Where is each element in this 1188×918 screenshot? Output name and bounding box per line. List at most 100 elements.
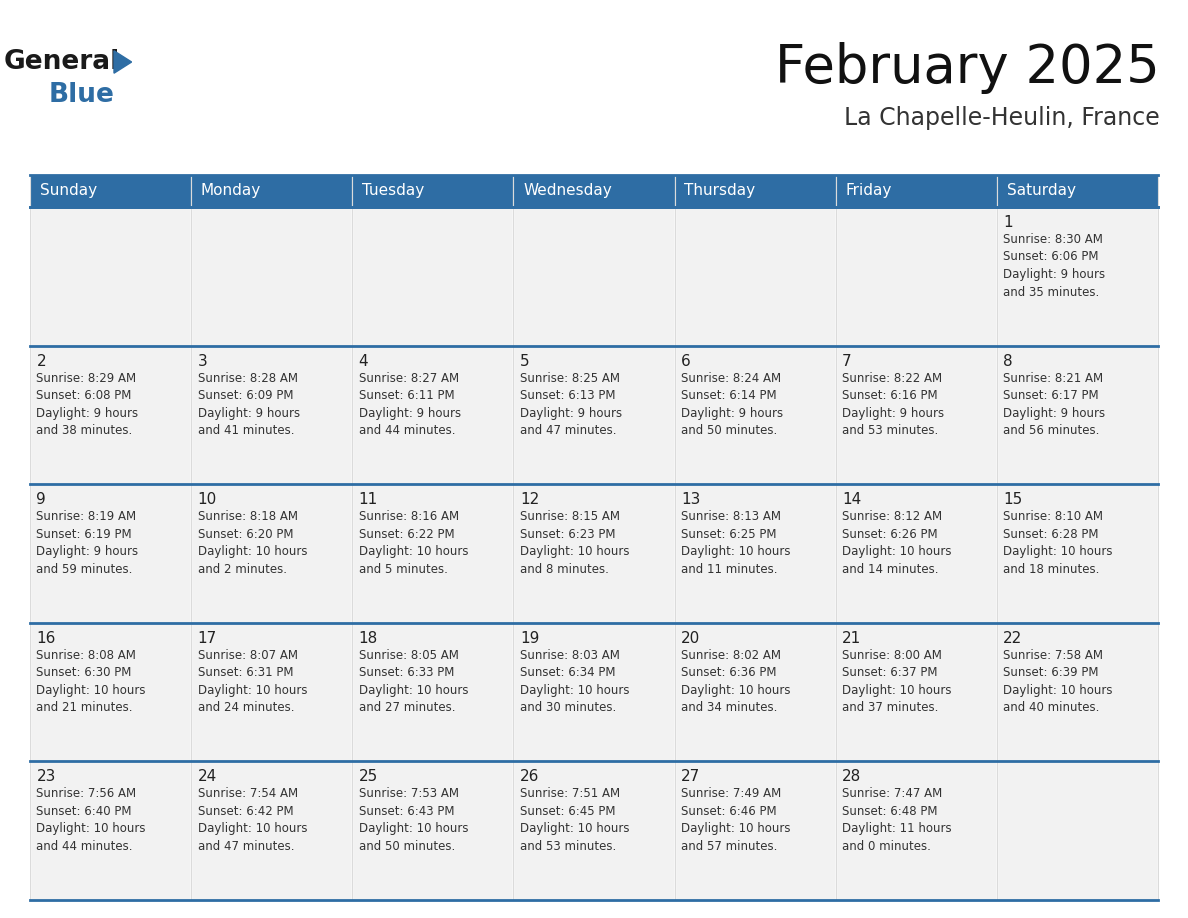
Text: Sunrise: 8:22 AM
Sunset: 6:16 PM
Daylight: 9 hours
and 53 minutes.: Sunrise: 8:22 AM Sunset: 6:16 PM Dayligh…: [842, 372, 944, 437]
Text: Tuesday: Tuesday: [362, 184, 424, 198]
Bar: [513, 207, 675, 345]
Text: Sunrise: 7:51 AM
Sunset: 6:45 PM
Daylight: 10 hours
and 53 minutes.: Sunrise: 7:51 AM Sunset: 6:45 PM Dayligh…: [520, 788, 630, 853]
Text: Sunrise: 8:19 AM
Sunset: 6:19 PM
Daylight: 9 hours
and 59 minutes.: Sunrise: 8:19 AM Sunset: 6:19 PM Dayligh…: [37, 510, 139, 576]
Text: 3: 3: [197, 353, 208, 369]
Text: 13: 13: [681, 492, 701, 508]
Text: Wednesday: Wednesday: [523, 184, 612, 198]
Bar: [30, 484, 191, 622]
Bar: [30, 345, 191, 484]
Text: 15: 15: [1004, 492, 1023, 508]
Text: Sunrise: 8:07 AM
Sunset: 6:31 PM
Daylight: 10 hours
and 24 minutes.: Sunrise: 8:07 AM Sunset: 6:31 PM Dayligh…: [197, 649, 307, 714]
Text: 25: 25: [359, 769, 378, 784]
Bar: [997, 175, 1158, 207]
Bar: [30, 175, 191, 207]
Text: Sunrise: 8:27 AM
Sunset: 6:11 PM
Daylight: 9 hours
and 44 minutes.: Sunrise: 8:27 AM Sunset: 6:11 PM Dayligh…: [359, 372, 461, 437]
Text: Sunrise: 7:47 AM
Sunset: 6:48 PM
Daylight: 11 hours
and 0 minutes.: Sunrise: 7:47 AM Sunset: 6:48 PM Dayligh…: [842, 788, 952, 853]
Text: 28: 28: [842, 769, 861, 784]
Bar: [191, 484, 353, 622]
Text: 26: 26: [520, 769, 539, 784]
Bar: [997, 345, 1158, 484]
Text: Sunrise: 8:00 AM
Sunset: 6:37 PM
Daylight: 10 hours
and 37 minutes.: Sunrise: 8:00 AM Sunset: 6:37 PM Dayligh…: [842, 649, 952, 714]
Text: 2: 2: [37, 353, 46, 369]
Text: 22: 22: [1004, 631, 1023, 645]
Text: 21: 21: [842, 631, 861, 645]
Bar: [835, 345, 997, 484]
Text: Sunrise: 8:02 AM
Sunset: 6:36 PM
Daylight: 10 hours
and 34 minutes.: Sunrise: 8:02 AM Sunset: 6:36 PM Dayligh…: [681, 649, 790, 714]
Bar: [835, 207, 997, 345]
Text: Sunrise: 8:13 AM
Sunset: 6:25 PM
Daylight: 10 hours
and 11 minutes.: Sunrise: 8:13 AM Sunset: 6:25 PM Dayligh…: [681, 510, 790, 576]
Text: 14: 14: [842, 492, 861, 508]
Text: Sunrise: 7:49 AM
Sunset: 6:46 PM
Daylight: 10 hours
and 57 minutes.: Sunrise: 7:49 AM Sunset: 6:46 PM Dayligh…: [681, 788, 790, 853]
Bar: [30, 622, 191, 761]
Text: Sunrise: 8:15 AM
Sunset: 6:23 PM
Daylight: 10 hours
and 8 minutes.: Sunrise: 8:15 AM Sunset: 6:23 PM Dayligh…: [520, 510, 630, 576]
Bar: [835, 761, 997, 900]
Text: Sunrise: 8:16 AM
Sunset: 6:22 PM
Daylight: 10 hours
and 5 minutes.: Sunrise: 8:16 AM Sunset: 6:22 PM Dayligh…: [359, 510, 468, 576]
Text: Sunrise: 7:54 AM
Sunset: 6:42 PM
Daylight: 10 hours
and 47 minutes.: Sunrise: 7:54 AM Sunset: 6:42 PM Dayligh…: [197, 788, 307, 853]
Bar: [30, 207, 191, 345]
Text: Monday: Monday: [201, 184, 261, 198]
Bar: [513, 761, 675, 900]
Text: General: General: [4, 49, 120, 75]
Text: Sunrise: 8:12 AM
Sunset: 6:26 PM
Daylight: 10 hours
and 14 minutes.: Sunrise: 8:12 AM Sunset: 6:26 PM Dayligh…: [842, 510, 952, 576]
Text: Sunrise: 8:18 AM
Sunset: 6:20 PM
Daylight: 10 hours
and 2 minutes.: Sunrise: 8:18 AM Sunset: 6:20 PM Dayligh…: [197, 510, 307, 576]
Bar: [353, 622, 513, 761]
Bar: [835, 484, 997, 622]
Text: Saturday: Saturday: [1006, 184, 1075, 198]
Bar: [353, 345, 513, 484]
Bar: [191, 622, 353, 761]
Text: 16: 16: [37, 631, 56, 645]
Bar: [675, 484, 835, 622]
Text: 18: 18: [359, 631, 378, 645]
Text: 17: 17: [197, 631, 217, 645]
Bar: [675, 175, 835, 207]
Text: Sunrise: 8:30 AM
Sunset: 6:06 PM
Daylight: 9 hours
and 35 minutes.: Sunrise: 8:30 AM Sunset: 6:06 PM Dayligh…: [1004, 233, 1105, 298]
Bar: [191, 761, 353, 900]
Text: Sunday: Sunday: [39, 184, 96, 198]
Bar: [353, 207, 513, 345]
Text: Thursday: Thursday: [684, 184, 756, 198]
Bar: [997, 484, 1158, 622]
Bar: [835, 175, 997, 207]
Text: Sunrise: 8:29 AM
Sunset: 6:08 PM
Daylight: 9 hours
and 38 minutes.: Sunrise: 8:29 AM Sunset: 6:08 PM Dayligh…: [37, 372, 139, 437]
Text: 20: 20: [681, 631, 700, 645]
Bar: [513, 484, 675, 622]
Text: Blue: Blue: [49, 82, 115, 108]
Text: 1: 1: [1004, 215, 1013, 230]
Bar: [353, 175, 513, 207]
Text: 5: 5: [520, 353, 530, 369]
Text: 12: 12: [520, 492, 539, 508]
Text: 23: 23: [37, 769, 56, 784]
Text: 6: 6: [681, 353, 690, 369]
Bar: [835, 622, 997, 761]
Text: 9: 9: [37, 492, 46, 508]
Bar: [30, 761, 191, 900]
Text: 24: 24: [197, 769, 217, 784]
Text: 10: 10: [197, 492, 217, 508]
Text: 27: 27: [681, 769, 700, 784]
Bar: [353, 761, 513, 900]
Text: Sunrise: 8:24 AM
Sunset: 6:14 PM
Daylight: 9 hours
and 50 minutes.: Sunrise: 8:24 AM Sunset: 6:14 PM Dayligh…: [681, 372, 783, 437]
Text: Sunrise: 8:08 AM
Sunset: 6:30 PM
Daylight: 10 hours
and 21 minutes.: Sunrise: 8:08 AM Sunset: 6:30 PM Dayligh…: [37, 649, 146, 714]
Text: 7: 7: [842, 353, 852, 369]
Bar: [675, 207, 835, 345]
Bar: [513, 345, 675, 484]
Bar: [997, 622, 1158, 761]
Bar: [675, 761, 835, 900]
Bar: [191, 207, 353, 345]
Bar: [353, 484, 513, 622]
Text: February 2025: February 2025: [776, 42, 1159, 94]
Text: 11: 11: [359, 492, 378, 508]
Bar: [675, 622, 835, 761]
Text: Sunrise: 8:03 AM
Sunset: 6:34 PM
Daylight: 10 hours
and 30 minutes.: Sunrise: 8:03 AM Sunset: 6:34 PM Dayligh…: [520, 649, 630, 714]
Text: 19: 19: [520, 631, 539, 645]
Text: La Chapelle-Heulin, France: La Chapelle-Heulin, France: [845, 106, 1159, 130]
Text: 4: 4: [359, 353, 368, 369]
Text: 8: 8: [1004, 353, 1013, 369]
Text: Sunrise: 8:28 AM
Sunset: 6:09 PM
Daylight: 9 hours
and 41 minutes.: Sunrise: 8:28 AM Sunset: 6:09 PM Dayligh…: [197, 372, 299, 437]
Bar: [513, 622, 675, 761]
Text: Sunrise: 7:56 AM
Sunset: 6:40 PM
Daylight: 10 hours
and 44 minutes.: Sunrise: 7:56 AM Sunset: 6:40 PM Dayligh…: [37, 788, 146, 853]
Polygon shape: [114, 50, 132, 73]
Text: Sunrise: 8:25 AM
Sunset: 6:13 PM
Daylight: 9 hours
and 47 minutes.: Sunrise: 8:25 AM Sunset: 6:13 PM Dayligh…: [520, 372, 623, 437]
Text: Friday: Friday: [846, 184, 892, 198]
Bar: [513, 175, 675, 207]
